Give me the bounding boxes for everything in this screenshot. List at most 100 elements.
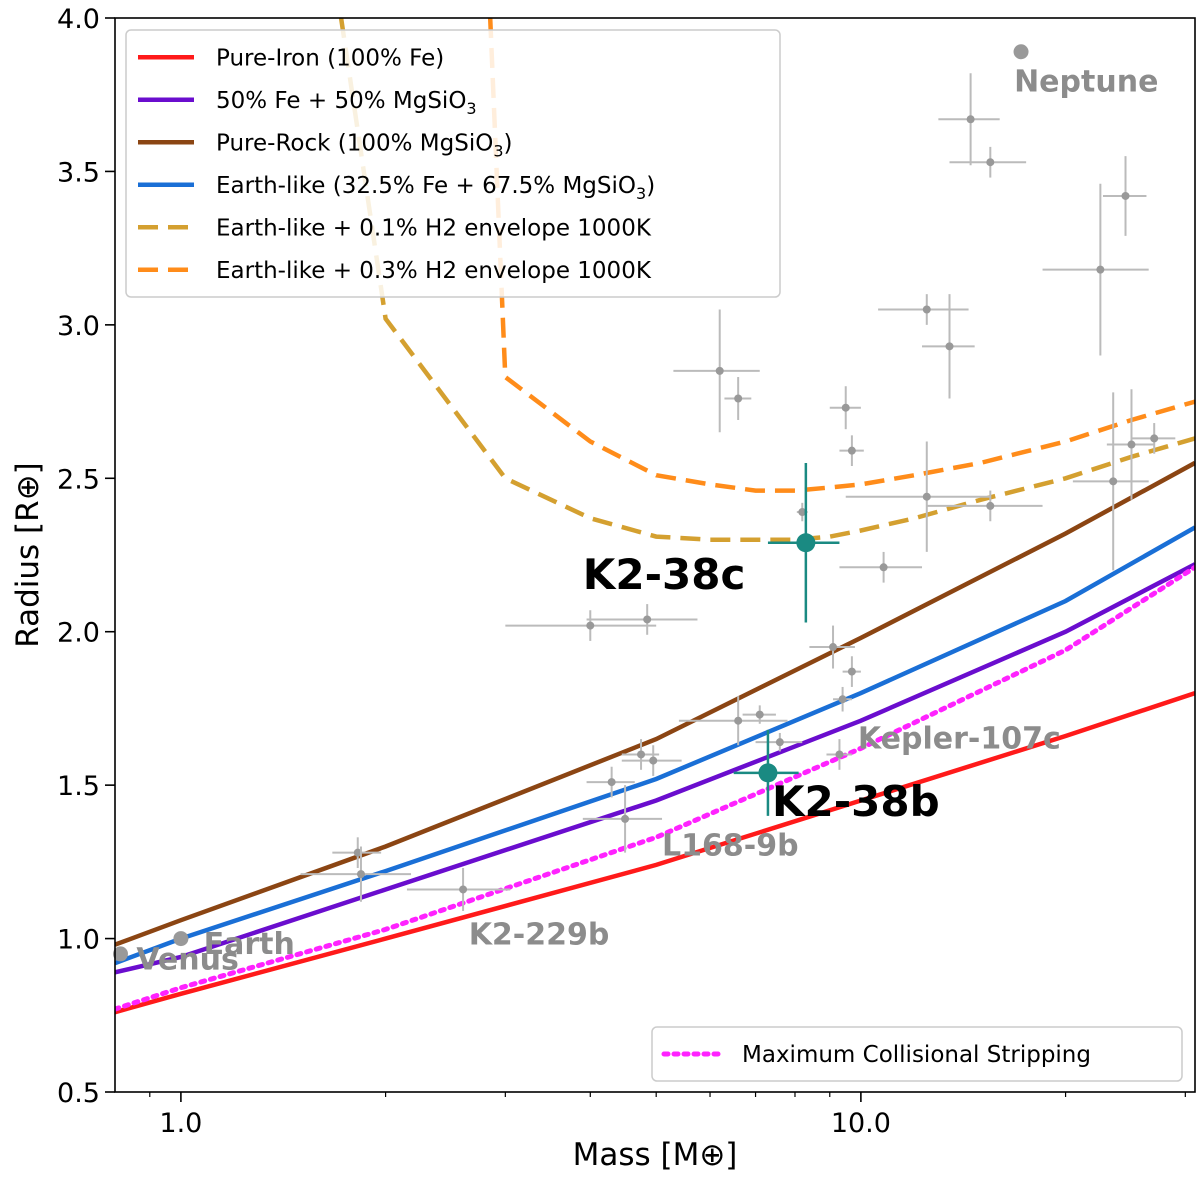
planet-earth-point bbox=[173, 931, 189, 947]
background-planet bbox=[332, 837, 382, 868]
planet-point bbox=[986, 158, 995, 167]
legend-entry: Earth-like (32.5% Fe + 67.5% MgSiO3) bbox=[216, 173, 655, 203]
background-planet bbox=[845, 441, 991, 552]
legend-entry: Pure-Iron (100% Fe) bbox=[216, 45, 444, 71]
planet-point bbox=[835, 750, 844, 759]
highlighted-k2-38b: K2-38b bbox=[733, 729, 940, 826]
background-planet bbox=[621, 745, 682, 776]
x-tick-label: 1.0 bbox=[159, 1108, 202, 1139]
background-planet bbox=[678, 696, 788, 746]
planet-point bbox=[1150, 434, 1159, 443]
y-tick-label: 1.0 bbox=[57, 925, 100, 956]
planet-earth-label: Earth bbox=[204, 927, 295, 962]
planet-venus-label: Venus bbox=[136, 942, 239, 977]
planet-label-k2-229b: K2-229b bbox=[469, 918, 610, 953]
background-planet bbox=[809, 625, 855, 669]
background-planet bbox=[406, 867, 511, 911]
background-planet bbox=[505, 610, 657, 641]
background-planet bbox=[842, 656, 861, 687]
planet-point bbox=[734, 394, 743, 403]
background-planet bbox=[833, 686, 852, 712]
planet-point bbox=[796, 533, 816, 553]
axes: 1.0 10.0 0.5 1.0 1.5 2.0 2.5 3.0 3.5 4.0 bbox=[57, 4, 1186, 1139]
planet-point bbox=[649, 756, 658, 765]
background-planet bbox=[949, 146, 1027, 178]
highlighted-planets: K2-38c K2-38b bbox=[583, 462, 940, 826]
x-axis-label: Mass [M⊕] bbox=[573, 1137, 738, 1173]
planet-point bbox=[945, 342, 954, 351]
background-planet bbox=[300, 846, 412, 902]
planet-point bbox=[798, 508, 807, 517]
background-planet bbox=[1131, 423, 1176, 454]
planet-neptune-point bbox=[1013, 44, 1029, 60]
planet-point bbox=[1121, 191, 1130, 200]
plot-frame bbox=[114, 17, 1196, 1093]
planet-label-l168-9b: L168-9b bbox=[662, 829, 799, 864]
background-planet bbox=[938, 73, 1000, 166]
background-planet bbox=[755, 732, 803, 752]
background-planet bbox=[878, 294, 969, 325]
background-planet bbox=[586, 604, 698, 635]
background-planet bbox=[839, 551, 923, 583]
planet-point bbox=[841, 403, 850, 412]
background-planet bbox=[922, 294, 975, 399]
planet-point bbox=[1109, 477, 1118, 486]
planet-point bbox=[847, 446, 856, 455]
highlighted-k2-38c: K2-38c bbox=[583, 462, 840, 623]
legend-entry: Earth-like + 0.1% H2 envelope 1000K bbox=[216, 215, 652, 241]
planet-point bbox=[847, 667, 856, 676]
background-planet bbox=[1042, 183, 1149, 356]
y-tick-label: 3.5 bbox=[57, 157, 100, 188]
legend-box bbox=[651, 1026, 1183, 1082]
planet-label-kepler-107c: Kepler-107c bbox=[858, 721, 1061, 756]
planet-point bbox=[586, 621, 595, 630]
planet-point bbox=[356, 870, 365, 879]
y-tick-label: 3.0 bbox=[57, 311, 100, 342]
y-tick-label: 4.0 bbox=[57, 4, 100, 35]
planet-point bbox=[353, 848, 362, 857]
planet-point bbox=[1127, 440, 1136, 449]
y-tick-label: 2.5 bbox=[57, 464, 100, 495]
legend-stripping: Maximum Collisional Stripping bbox=[651, 1026, 1183, 1082]
planet-point bbox=[922, 305, 931, 314]
background-planet bbox=[1106, 389, 1155, 500]
y-tick-label: 0.5 bbox=[57, 1078, 100, 1109]
planet-point bbox=[879, 563, 888, 572]
planet-point bbox=[986, 501, 995, 510]
planet-point bbox=[838, 695, 847, 704]
legend-entry: Pure-Rock (100% MgSiO3) bbox=[216, 130, 513, 160]
background-planet bbox=[1102, 156, 1147, 236]
planet-point bbox=[643, 615, 652, 624]
planet-point bbox=[715, 366, 724, 375]
planet-point bbox=[829, 643, 838, 652]
x-tick-label: 10.0 bbox=[831, 1108, 891, 1139]
planet-point bbox=[922, 492, 931, 501]
background-planet bbox=[586, 766, 635, 798]
planet-label: K2-38b bbox=[772, 777, 940, 826]
planet-point bbox=[621, 814, 630, 823]
planet-neptune-label: Neptune bbox=[1014, 65, 1158, 100]
background-planet bbox=[673, 309, 760, 433]
planet-point bbox=[966, 115, 975, 124]
y-tick-label: 1.5 bbox=[57, 771, 100, 802]
background-planet bbox=[1072, 392, 1149, 571]
planet-venus-point bbox=[112, 946, 128, 962]
planet-label: K2-38c bbox=[583, 550, 746, 599]
curve-pure-rock-100-mgsio3 bbox=[115, 460, 1195, 947]
y-axis-label: Radius [R⊕] bbox=[10, 462, 46, 648]
legend-entry: Earth-like + 0.3% H2 envelope 1000K bbox=[216, 258, 652, 284]
legend-entry: Maximum Collisional Stripping bbox=[742, 1042, 1091, 1068]
planet-point bbox=[607, 778, 616, 787]
background-planet bbox=[926, 490, 1043, 522]
planet-point bbox=[775, 738, 784, 747]
planet-point bbox=[637, 750, 646, 759]
legend-entry: 50% Fe + 50% MgSiO3 bbox=[216, 88, 477, 118]
background-planet bbox=[742, 705, 776, 724]
planet-point bbox=[755, 710, 764, 719]
background-planet bbox=[829, 386, 861, 430]
planet-labels: Kepler-107c L168-9b K2-229b bbox=[469, 721, 1061, 952]
background-planet bbox=[839, 435, 864, 467]
planet-point bbox=[459, 885, 468, 894]
background-planet bbox=[826, 739, 852, 770]
